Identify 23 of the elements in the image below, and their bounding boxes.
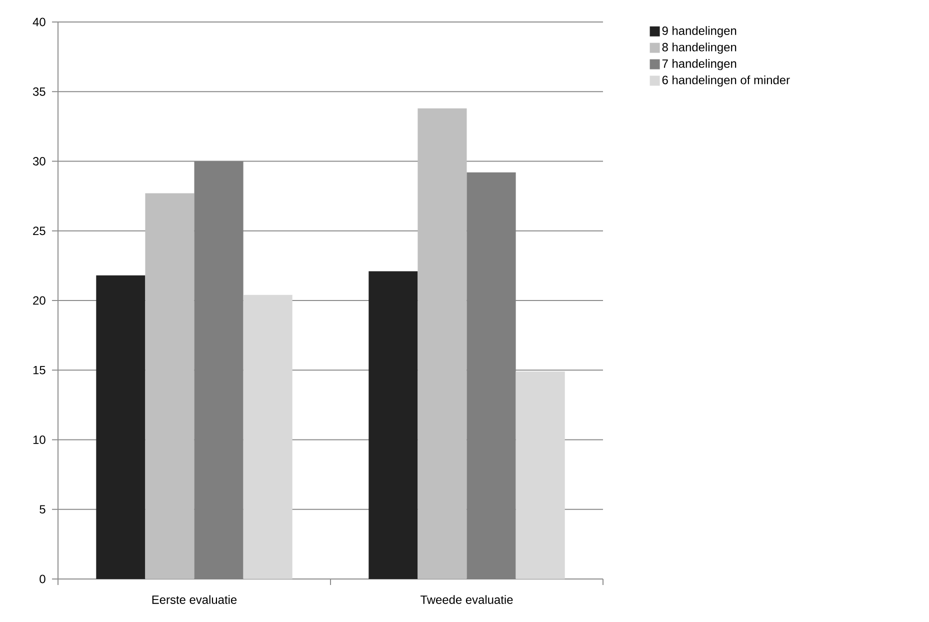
bar: [194, 161, 244, 579]
bar: [516, 372, 565, 579]
y-tick-label: 35: [32, 87, 46, 96]
y-tick-label: 40: [32, 18, 46, 26]
y-tick-label: 10: [33, 436, 46, 444]
y-tick-label: 30: [32, 157, 46, 166]
y-tick-label: 15: [33, 366, 46, 374]
y-tick-label: 20: [33, 296, 46, 305]
legend-label: 7 handelingen: [662, 59, 736, 70]
y-tick-label: 25: [33, 226, 46, 236]
x-tick-label: Eerste evaluatie: [152, 595, 237, 604]
bar: [368, 271, 418, 579]
legend-label: 8 handelingen: [662, 42, 736, 54]
bar: [418, 108, 467, 579]
x-tick-label: Tweede evaluatie: [420, 595, 513, 604]
bar: [96, 275, 146, 579]
bar: [466, 172, 516, 579]
bar: [145, 193, 194, 579]
legend-label: 6 handelingen of minder: [662, 75, 790, 87]
y-tick-label: 0: [40, 574, 46, 584]
y-tick-label: 5: [40, 505, 46, 514]
legend-label: 9 handelingen: [662, 26, 736, 38]
bar: [243, 294, 292, 579]
